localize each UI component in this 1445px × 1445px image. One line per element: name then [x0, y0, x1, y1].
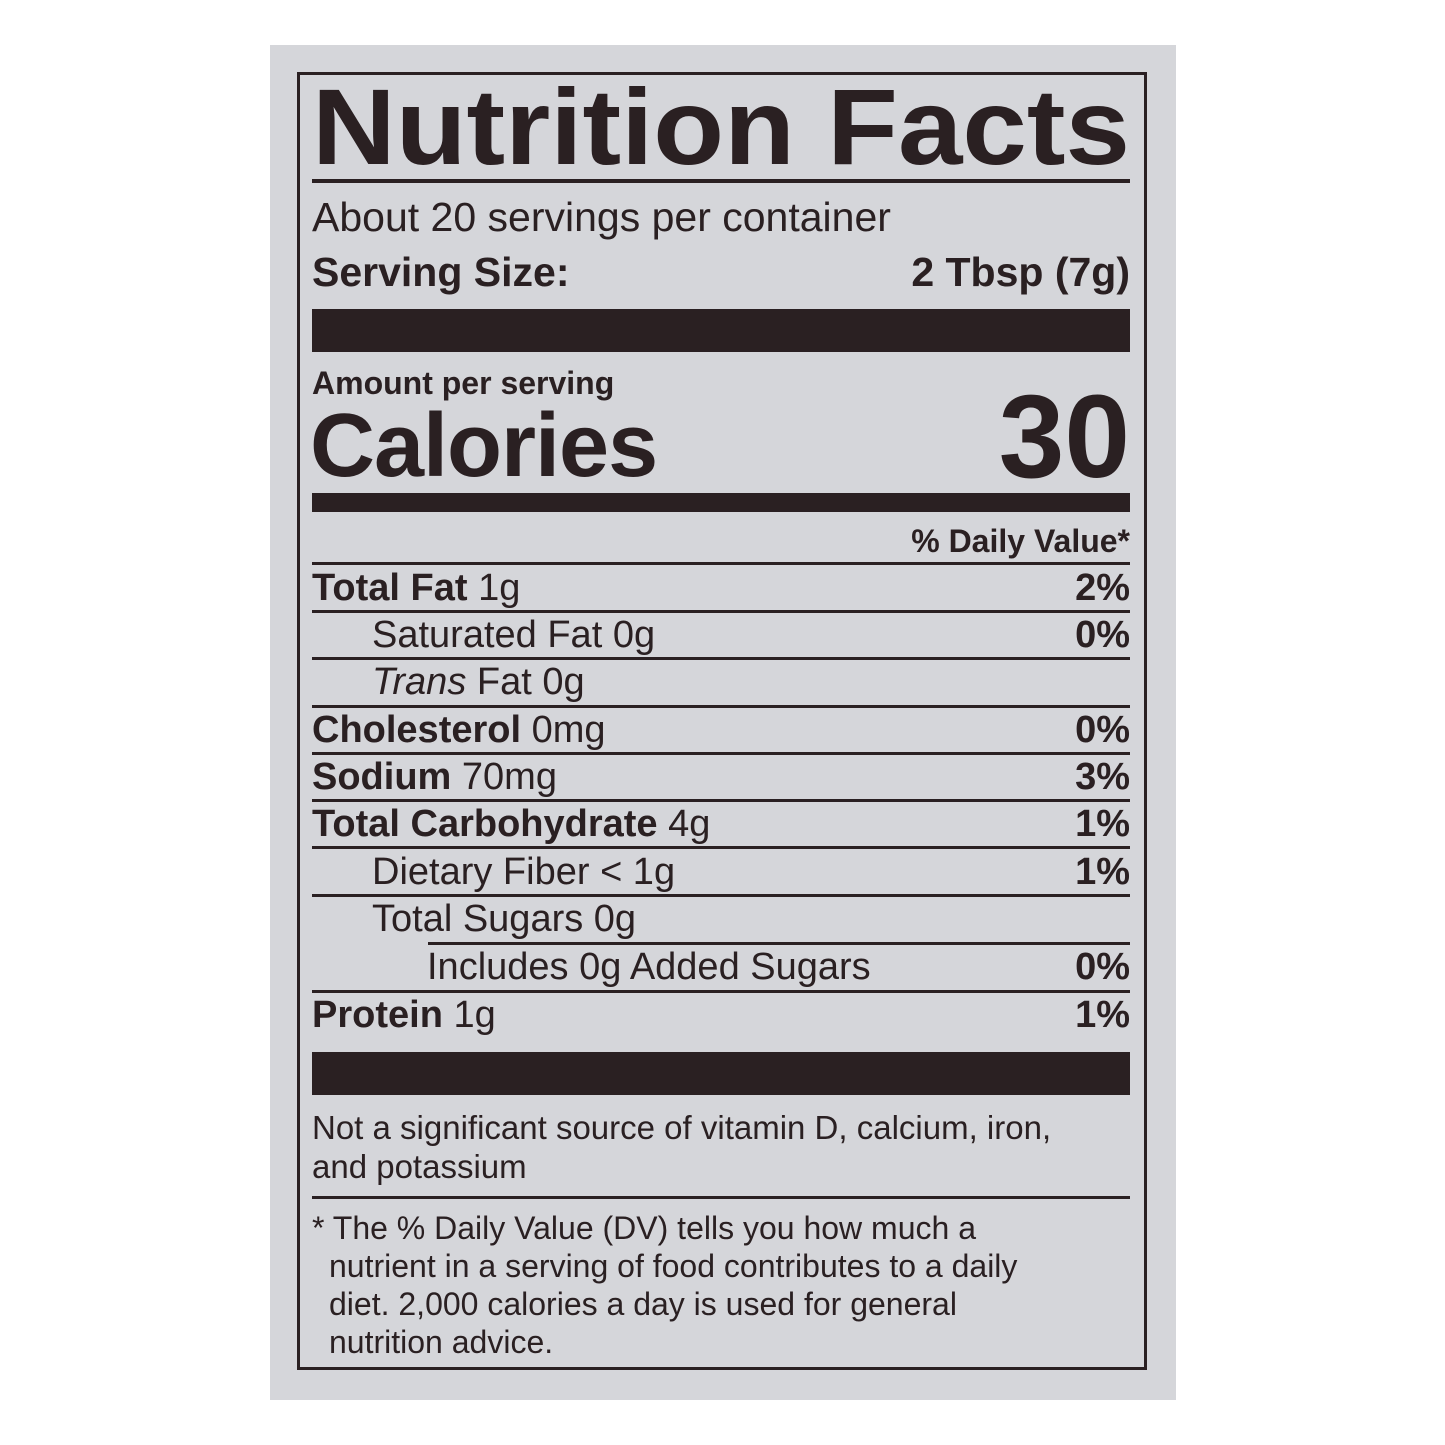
nutrient-amount: 0g	[593, 898, 637, 940]
divider	[312, 894, 1130, 897]
nutrient-name: Cholesterol	[312, 709, 522, 751]
nutrient-dv: 1%	[1075, 851, 1130, 893]
nutrient-name: Total Fat	[312, 567, 468, 609]
footnote-line: * The % Daily Value (DV) tells you how m…	[312, 1210, 976, 1246]
title: Nutrition Facts	[312, 80, 1130, 175]
divider	[312, 990, 1130, 993]
divider	[312, 179, 1130, 183]
nutrient-amount: 1g	[453, 994, 496, 1036]
footnote-line: diet. 2,000 calories a day is used for g…	[329, 1286, 957, 1322]
serving-size-label: Serving Size:	[312, 249, 570, 295]
title-text: Nutrition Facts	[312, 80, 1130, 175]
not-significant-line: Not a significant source of vitamin D, c…	[312, 1109, 1052, 1146]
divider	[312, 610, 1130, 613]
nutrient-row-dietary-fiber: Dietary Fiber < 1g 1%	[312, 849, 1130, 895]
calories-value: 30	[998, 371, 1130, 503]
calories-label: Calories	[310, 396, 658, 496]
nutrient-name: Total Sugars	[372, 898, 584, 940]
nutrient-dv: 0%	[1075, 614, 1130, 656]
footnote: * The % Daily Value (DV) tells you how m…	[312, 1209, 1017, 1361]
thick-bar	[312, 309, 1130, 352]
nutrient-row-trans-fat: Trans Fat 0g	[312, 659, 1130, 705]
nutrient-name-rest: Fat	[476, 661, 532, 703]
nutrient-name: Dietary Fiber	[372, 851, 590, 893]
nutrient-amount: 0mg	[531, 709, 606, 751]
nutrient-amount: 4g	[668, 803, 711, 845]
nutrient-amount: 0g	[612, 614, 656, 656]
divider	[312, 1196, 1130, 1199]
nutrient-row-added-sugars: Includes 0g Added Sugars 0%	[312, 944, 1130, 990]
label-background	[270, 45, 1176, 1400]
divider	[312, 752, 1130, 755]
not-significant-source: Not a significant source of vitamin D, c…	[312, 1108, 1051, 1186]
label-border	[297, 72, 1147, 1370]
nutrient-dv: 1%	[1075, 803, 1130, 845]
thick-bar	[312, 1052, 1130, 1095]
nutrient-dv: 0%	[1075, 709, 1130, 751]
divider	[312, 846, 1130, 849]
nutrient-row-total-carbohydrate: Total Carbohydrate 4g 1%	[312, 801, 1130, 847]
nutrient-row-sodium: Sodium 70mg 3%	[312, 754, 1130, 800]
nutrient-row-cholesterol: Cholesterol 0mg 0%	[312, 707, 1130, 753]
medium-bar	[312, 493, 1130, 512]
divider	[312, 799, 1130, 802]
nutrient-name: Trans	[372, 661, 467, 703]
not-significant-line: and potassium	[312, 1148, 527, 1185]
nutrient-amount: 0g	[542, 661, 585, 703]
divider	[312, 657, 1130, 660]
nutrient-amount: 1g	[478, 567, 521, 609]
nutrient-name: Saturated Fat	[372, 614, 603, 656]
nutrient-dv: 1%	[1075, 994, 1130, 1036]
nutrient-name: Protein	[312, 994, 443, 1036]
nutrient-amount: < 1g	[600, 851, 676, 893]
nutrient-row-protein: Protein 1g 1%	[312, 992, 1130, 1038]
footnote-line: nutrition advice.	[329, 1324, 554, 1360]
nutrient-name: Sodium	[312, 756, 452, 798]
nutrient-dv: 3%	[1075, 756, 1130, 798]
servings-per-container: About 20 servings per container	[312, 194, 891, 240]
nutrient-row-saturated-fat: Saturated Fat 0g 0%	[312, 612, 1130, 658]
nutrient-name: Includes 0g Added Sugars	[427, 946, 871, 988]
nutrient-amount: 70mg	[461, 756, 557, 798]
nutrient-row-total-sugars: Total Sugars 0g	[312, 896, 1130, 942]
divider	[312, 705, 1130, 708]
serving-size-value: 2 Tbsp (7g)	[911, 249, 1130, 295]
footnote-line: nutrient in a serving of food contribute…	[329, 1248, 1018, 1284]
nutrient-name: Total Carbohydrate	[312, 803, 658, 845]
daily-value-header: % Daily Value*	[911, 523, 1130, 559]
nutrient-dv: 2%	[1075, 567, 1130, 609]
divider	[428, 942, 1130, 945]
nutrient-dv: 0%	[1075, 946, 1130, 988]
amount-per-serving: Amount per serving	[312, 365, 615, 401]
divider	[312, 562, 1130, 565]
nutrient-row-total-fat: Total Fat 1g 2%	[312, 565, 1130, 611]
